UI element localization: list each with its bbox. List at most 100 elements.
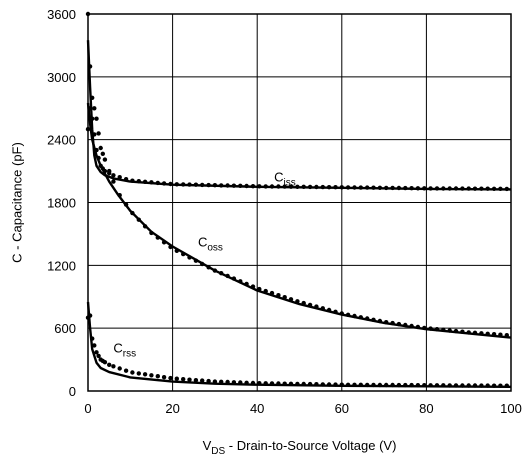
series-point-crss-dotted [257,381,262,386]
series-point-ciss-dotted [161,181,167,186]
series-point-coss-dotted [96,131,101,136]
series-point-coss-dotted [200,261,205,267]
series-point-coss-dotted [161,240,167,245]
series-point-coss-dotted [238,279,243,284]
plot-frame [87,13,512,392]
x-tick-label: 100 [500,401,522,416]
y-tick-label: 3600 [47,7,76,22]
series-point-coss-dotted [498,332,503,337]
series-point-ciss-dotted [447,186,452,191]
series-point-crss-dotted [314,382,319,387]
series-point-coss-dotted [307,302,313,308]
series-point-ciss-dotted [193,182,199,187]
series-point-ciss-dotted [263,184,268,189]
series-point-coss-dotted [92,106,97,111]
series-point-crss-dotted [460,383,465,388]
series-point-ciss-dotted [142,179,148,184]
series-point-coss-dotted [403,322,408,328]
series-point-ciss-dotted [320,184,325,190]
series-point-crss-dotted [174,376,179,381]
series-point-coss-dotted [282,295,287,300]
series-point-ciss-dotted [314,184,319,190]
series-point-crss-dotted [130,370,135,375]
series-point-coss-dotted [295,299,300,304]
series-point-coss-dotted [219,271,224,276]
series-point-crss-dotted [320,382,325,387]
series-point-crss-dotted [479,383,484,388]
series-point-ciss-dotted [181,182,186,187]
series-point-coss-dotted [415,324,421,330]
series-line-ciss [86,40,512,191]
series-point-crss-dotted [123,368,129,373]
series-point-crss-dotted [345,382,351,387]
series-point-crss-dotted [415,383,421,388]
series-point-coss-dotted [409,323,414,329]
series-point-crss-dotted [161,375,167,380]
series-point-ciss-dotted [238,183,243,188]
series-point-coss-dotted [479,331,484,336]
series-label-coss: Coss [198,234,223,253]
series-point-ciss-dotted [276,184,281,189]
series-point-crss-dotted [396,382,402,388]
series-point-ciss-dotted [149,180,154,185]
series-point-ciss-dotted [231,183,237,188]
series-point-crss-dotted [87,313,93,318]
x-tick-label: 60 [335,401,349,416]
series-point-ciss-dotted [390,185,395,191]
series-point-crss-dotted [142,372,148,377]
x-axis-title-sub: DS [211,446,225,457]
series-point-ciss-dotted [371,185,376,190]
series-point-ciss-dotted [396,185,402,191]
series-point-ciss-dotted [90,116,95,121]
series-point-crss-dotted [155,374,160,379]
series-point-crss-dotted [168,375,173,381]
series-point-ciss-dotted [415,186,421,191]
series-point-ciss-dotted [187,182,192,187]
series-point-coss-dotted [333,309,338,314]
y-tick-label: 3000 [47,70,76,85]
grid [87,13,512,392]
y-tick-label: 1200 [47,258,76,273]
series-point-crss-dotted [181,377,186,382]
series-point-coss-dotted [193,258,199,263]
series-point-ciss-dotted [288,184,294,189]
series-line-coss [86,102,512,339]
series-point-coss-dotted [130,210,135,216]
x-tick-label: 80 [419,401,433,416]
series-point-ciss-dotted [384,185,389,191]
series-point-crss-dotted [219,379,224,384]
series-point-crss-dotted [244,380,249,385]
series-point-crss-dotted [92,343,97,348]
series-point-crss-dotted [371,382,376,388]
series-point-ciss-dotted [136,179,141,184]
series-point-crss-dotted [390,382,395,388]
series-point-coss-dotted [168,244,173,250]
series-point-crss-dotted [491,383,497,388]
series-point-ciss-dotted [358,185,363,190]
series-point-coss-dotted [352,313,357,319]
series-point-coss-dotted [434,327,440,332]
series-point-coss-dotted [100,151,106,156]
series-point-ciss-dotted [295,184,300,189]
series-point-coss-dotted [111,179,116,184]
series-point-crss-dotted [307,381,313,387]
series-point-ciss-dotted [250,184,256,189]
series-point-coss-dotted [94,116,99,121]
series-point-ciss-dotted [479,186,484,191]
series-point-ciss-dotted [155,180,160,186]
series-point-coss-dotted [472,330,478,335]
series-point-crss-dotted [187,377,192,382]
series-point-coss-dotted [244,281,249,287]
x-axis-title-prefix: V [203,438,212,453]
series-point-coss-dotted [390,320,395,326]
series-point-ciss-dotted [200,182,205,188]
series-point-crss-dotted [352,382,357,387]
series-point-crss-dotted [263,381,268,386]
series-point-coss-dotted [98,145,103,151]
series-point-ciss-dotted [206,182,211,188]
x-tick-label: 40 [250,401,264,416]
series-point-crss-dotted [339,382,344,387]
series-point-crss-dotted [365,382,370,388]
series-point-ciss-dotted [111,173,116,178]
